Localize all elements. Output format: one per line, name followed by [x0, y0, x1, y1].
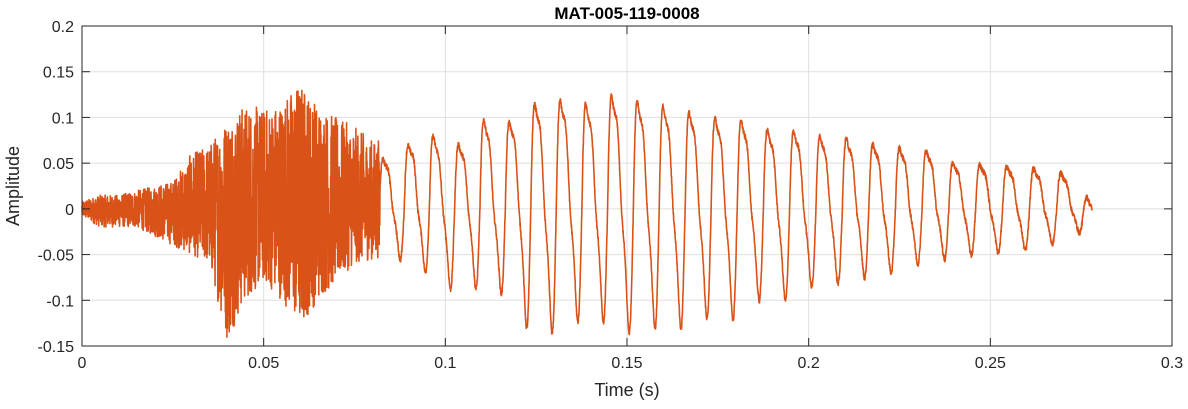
x-tick-label: 0.3 — [1161, 355, 1183, 372]
y-tick-label: -0.05 — [38, 248, 75, 265]
chart-title: MAT-005-119-0008 — [554, 4, 699, 23]
y-tick-label: 0.2 — [52, 19, 74, 36]
x-tick-label: 0.1 — [434, 355, 456, 372]
y-tick-label: 0.1 — [52, 110, 74, 127]
y-tick-label: 0.15 — [43, 65, 74, 82]
x-tick-label: 0 — [78, 355, 87, 372]
x-tick-label: 0.05 — [248, 355, 279, 372]
waveform-line — [81, 89, 1093, 338]
y-tick-label: 0.05 — [43, 156, 74, 173]
y-axis-label: Amplitude — [3, 146, 23, 226]
signal-series — [81, 89, 1093, 338]
tick-labels: 0 0.05 0.1 0.15 0.2 0.25 0.30.20.150.10.050-0.… — [38, 19, 1184, 372]
y-tick-label: 0 — [65, 202, 74, 219]
x-tick-label: 0.15 — [611, 355, 642, 372]
tick-marks — [81, 25, 1173, 347]
y-tick-label: -0.15 — [38, 339, 75, 356]
x-tick-label: 0.25 — [975, 355, 1006, 372]
x-axis-label: Time (s) — [594, 380, 659, 400]
y-tick-label: -0.1 — [46, 293, 74, 310]
x-tick-label: 0.2 — [798, 355, 820, 372]
